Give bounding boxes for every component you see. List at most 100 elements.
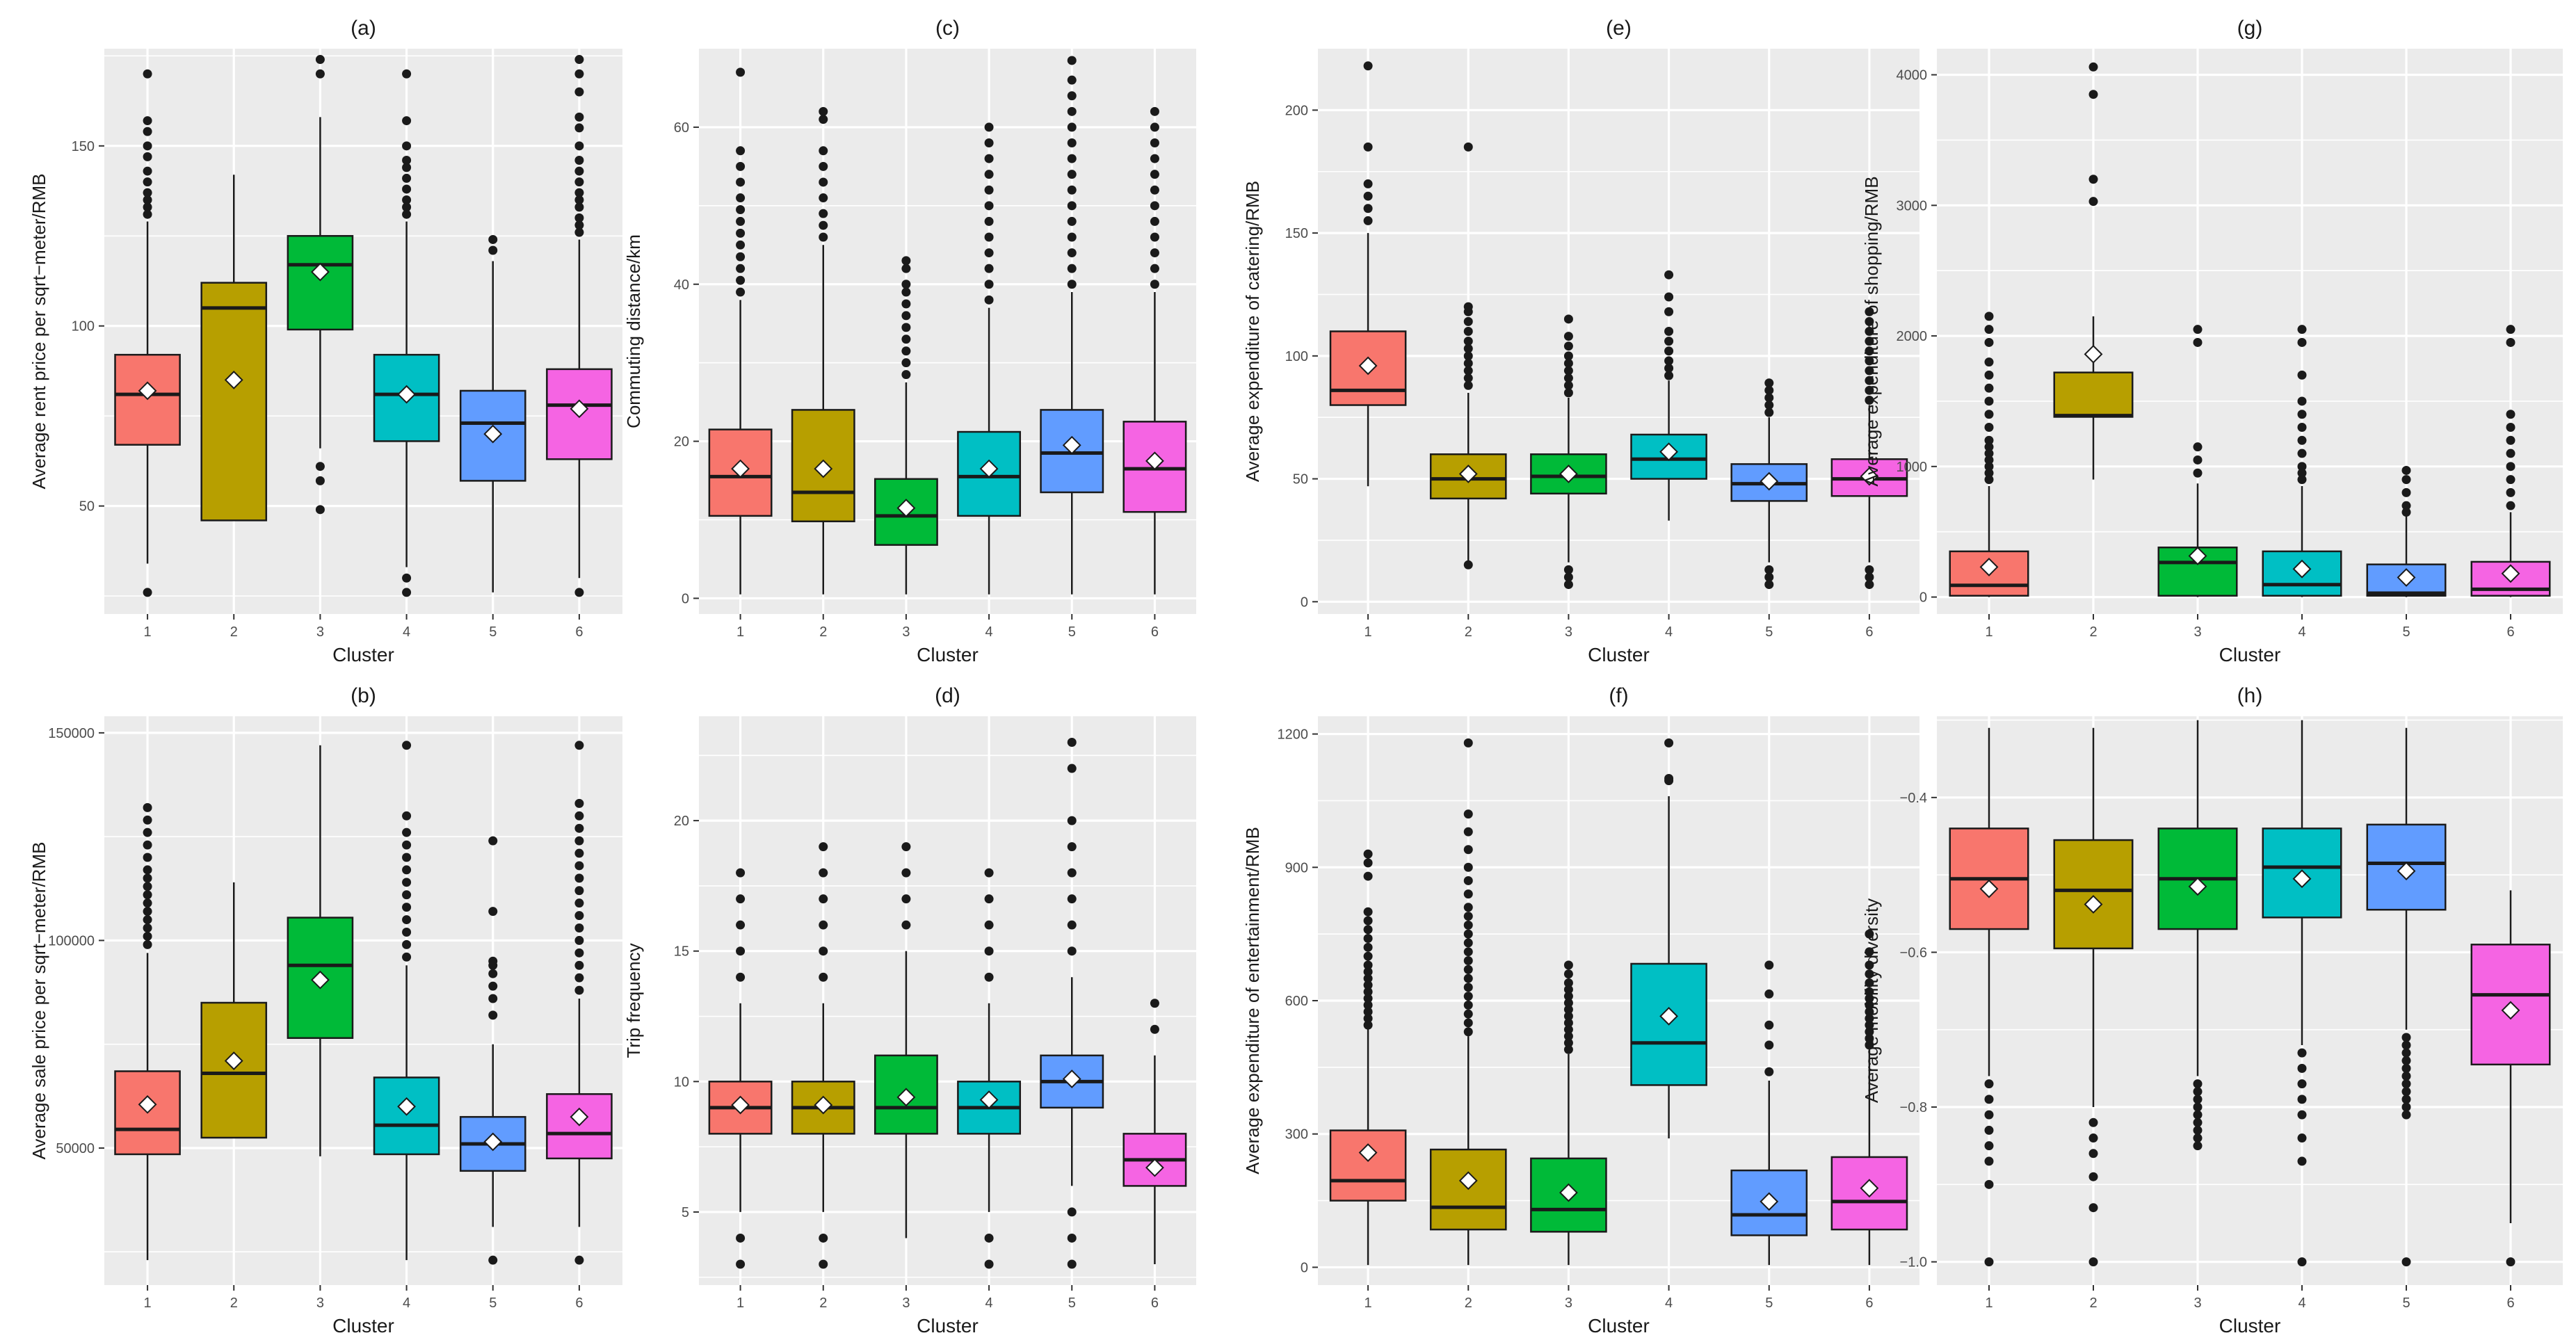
outlier-point bbox=[1984, 449, 1994, 458]
outlier-point bbox=[1463, 738, 1473, 748]
outlier-point bbox=[574, 195, 584, 204]
outlier-point bbox=[1984, 325, 1994, 334]
box-cluster-4 bbox=[957, 122, 1022, 595]
outlier-point bbox=[2297, 475, 2307, 485]
x-axis-label: Cluster bbox=[332, 644, 394, 665]
outlier-point bbox=[1984, 1179, 1994, 1189]
outlier-point bbox=[402, 828, 412, 837]
outlier-point bbox=[574, 55, 584, 65]
outlier-point bbox=[1363, 967, 1373, 976]
outlier-point bbox=[1463, 983, 1473, 992]
outlier-point bbox=[1463, 327, 1473, 336]
outlier-point bbox=[574, 588, 584, 597]
outlier-point bbox=[2088, 62, 2098, 72]
outlier-point bbox=[1463, 373, 1473, 383]
outlier-point bbox=[488, 836, 498, 846]
outlier-point bbox=[143, 127, 152, 136]
outlier-point bbox=[1150, 170, 1159, 179]
outlier-point bbox=[1664, 364, 1674, 373]
outlier-point bbox=[402, 952, 412, 962]
box-cluster-5 bbox=[459, 836, 526, 1265]
outlier-point bbox=[1067, 185, 1077, 195]
outlier-point bbox=[2193, 1133, 2203, 1143]
outlier-point bbox=[1150, 248, 1159, 258]
outlier-point bbox=[1463, 964, 1473, 974]
outlier-point bbox=[1865, 580, 1874, 590]
outlier-point bbox=[2297, 325, 2307, 334]
outlier-point bbox=[1664, 292, 1674, 302]
outlier-point bbox=[2193, 1110, 2203, 1120]
outlier-point bbox=[574, 112, 584, 122]
y-axis-label: Average sale price per sqrt−meter/RMB bbox=[29, 842, 49, 1160]
x-tick-label: 2 bbox=[2089, 624, 2097, 640]
mean-marker bbox=[731, 459, 750, 478]
outlier-point bbox=[143, 840, 152, 850]
outlier-point bbox=[143, 69, 152, 79]
outlier-point bbox=[901, 256, 911, 266]
outlier-point bbox=[736, 894, 746, 904]
outlier-point bbox=[2401, 1048, 2411, 1058]
outlier-point bbox=[1463, 344, 1473, 353]
box-cluster-2 bbox=[1429, 738, 1507, 1266]
outlier-point bbox=[2506, 501, 2515, 510]
outlier-point bbox=[1067, 868, 1077, 878]
outlier-point bbox=[488, 969, 498, 978]
outlier-point bbox=[1067, 264, 1077, 273]
box-cluster-3 bbox=[287, 745, 354, 1156]
mean-marker bbox=[2501, 564, 2520, 583]
outlier-point bbox=[736, 228, 746, 238]
outlier-point bbox=[402, 184, 412, 194]
outlier-point bbox=[1067, 894, 1077, 904]
mean-marker bbox=[2292, 869, 2312, 889]
outlier-point bbox=[1865, 572, 1874, 582]
outlier-point bbox=[315, 462, 325, 471]
outlier-point bbox=[1764, 378, 1774, 388]
panel-background bbox=[1937, 716, 2563, 1285]
x-tick-label: 2 bbox=[1465, 1295, 1472, 1311]
outlier-point bbox=[1865, 929, 1874, 939]
x-tick-label: 6 bbox=[1151, 1295, 1159, 1311]
outlier-point bbox=[574, 973, 584, 983]
outlier-point bbox=[984, 946, 994, 956]
mean-marker bbox=[1358, 1143, 1378, 1162]
x-tick-label: 1 bbox=[1365, 1295, 1372, 1311]
x-tick-label: 3 bbox=[2193, 624, 2201, 640]
outlier-point bbox=[984, 232, 994, 242]
outlier-point bbox=[2297, 410, 2307, 419]
box-cluster-4 bbox=[1630, 270, 1707, 521]
outlier-point bbox=[402, 195, 412, 204]
y-tick-label: −0.6 bbox=[1900, 945, 1927, 960]
outlier-point bbox=[1563, 388, 1573, 398]
mean-marker bbox=[814, 1095, 833, 1115]
outlier-point bbox=[1067, 248, 1077, 258]
outlier-point bbox=[2193, 1117, 2203, 1127]
outlier-point bbox=[1363, 974, 1373, 983]
outlier-point bbox=[819, 1233, 828, 1243]
box-cluster-5 bbox=[1730, 960, 1808, 1266]
outlier-point bbox=[819, 894, 828, 904]
outlier-point bbox=[1984, 357, 1994, 367]
outlier-point bbox=[1664, 337, 1674, 346]
box-cluster-6 bbox=[2470, 325, 2551, 597]
x-tick-label: 1 bbox=[736, 624, 744, 640]
outlier-point bbox=[984, 138, 994, 147]
outlier-point bbox=[1363, 204, 1373, 213]
box-cluster-6 bbox=[1122, 106, 1187, 595]
x-tick-label: 6 bbox=[1151, 624, 1159, 640]
panel-background bbox=[1318, 49, 1919, 614]
box-cluster-1 bbox=[1329, 849, 1407, 1266]
outlier-point bbox=[143, 923, 152, 933]
panel-title: (h) bbox=[2237, 684, 2263, 707]
outlier-point bbox=[2088, 175, 2098, 184]
outlier-point bbox=[1563, 373, 1573, 383]
outlier-point bbox=[402, 573, 412, 583]
mean-marker bbox=[896, 1088, 916, 1107]
outlier-point bbox=[1067, 280, 1077, 289]
outlier-point bbox=[143, 931, 152, 941]
outlier-point bbox=[1067, 920, 1077, 930]
outlier-point bbox=[402, 878, 412, 887]
outlier-point bbox=[1363, 980, 1373, 990]
outlier-point bbox=[1865, 1020, 1874, 1030]
outlier-point bbox=[1764, 1020, 1774, 1030]
outlier-point bbox=[488, 234, 498, 244]
